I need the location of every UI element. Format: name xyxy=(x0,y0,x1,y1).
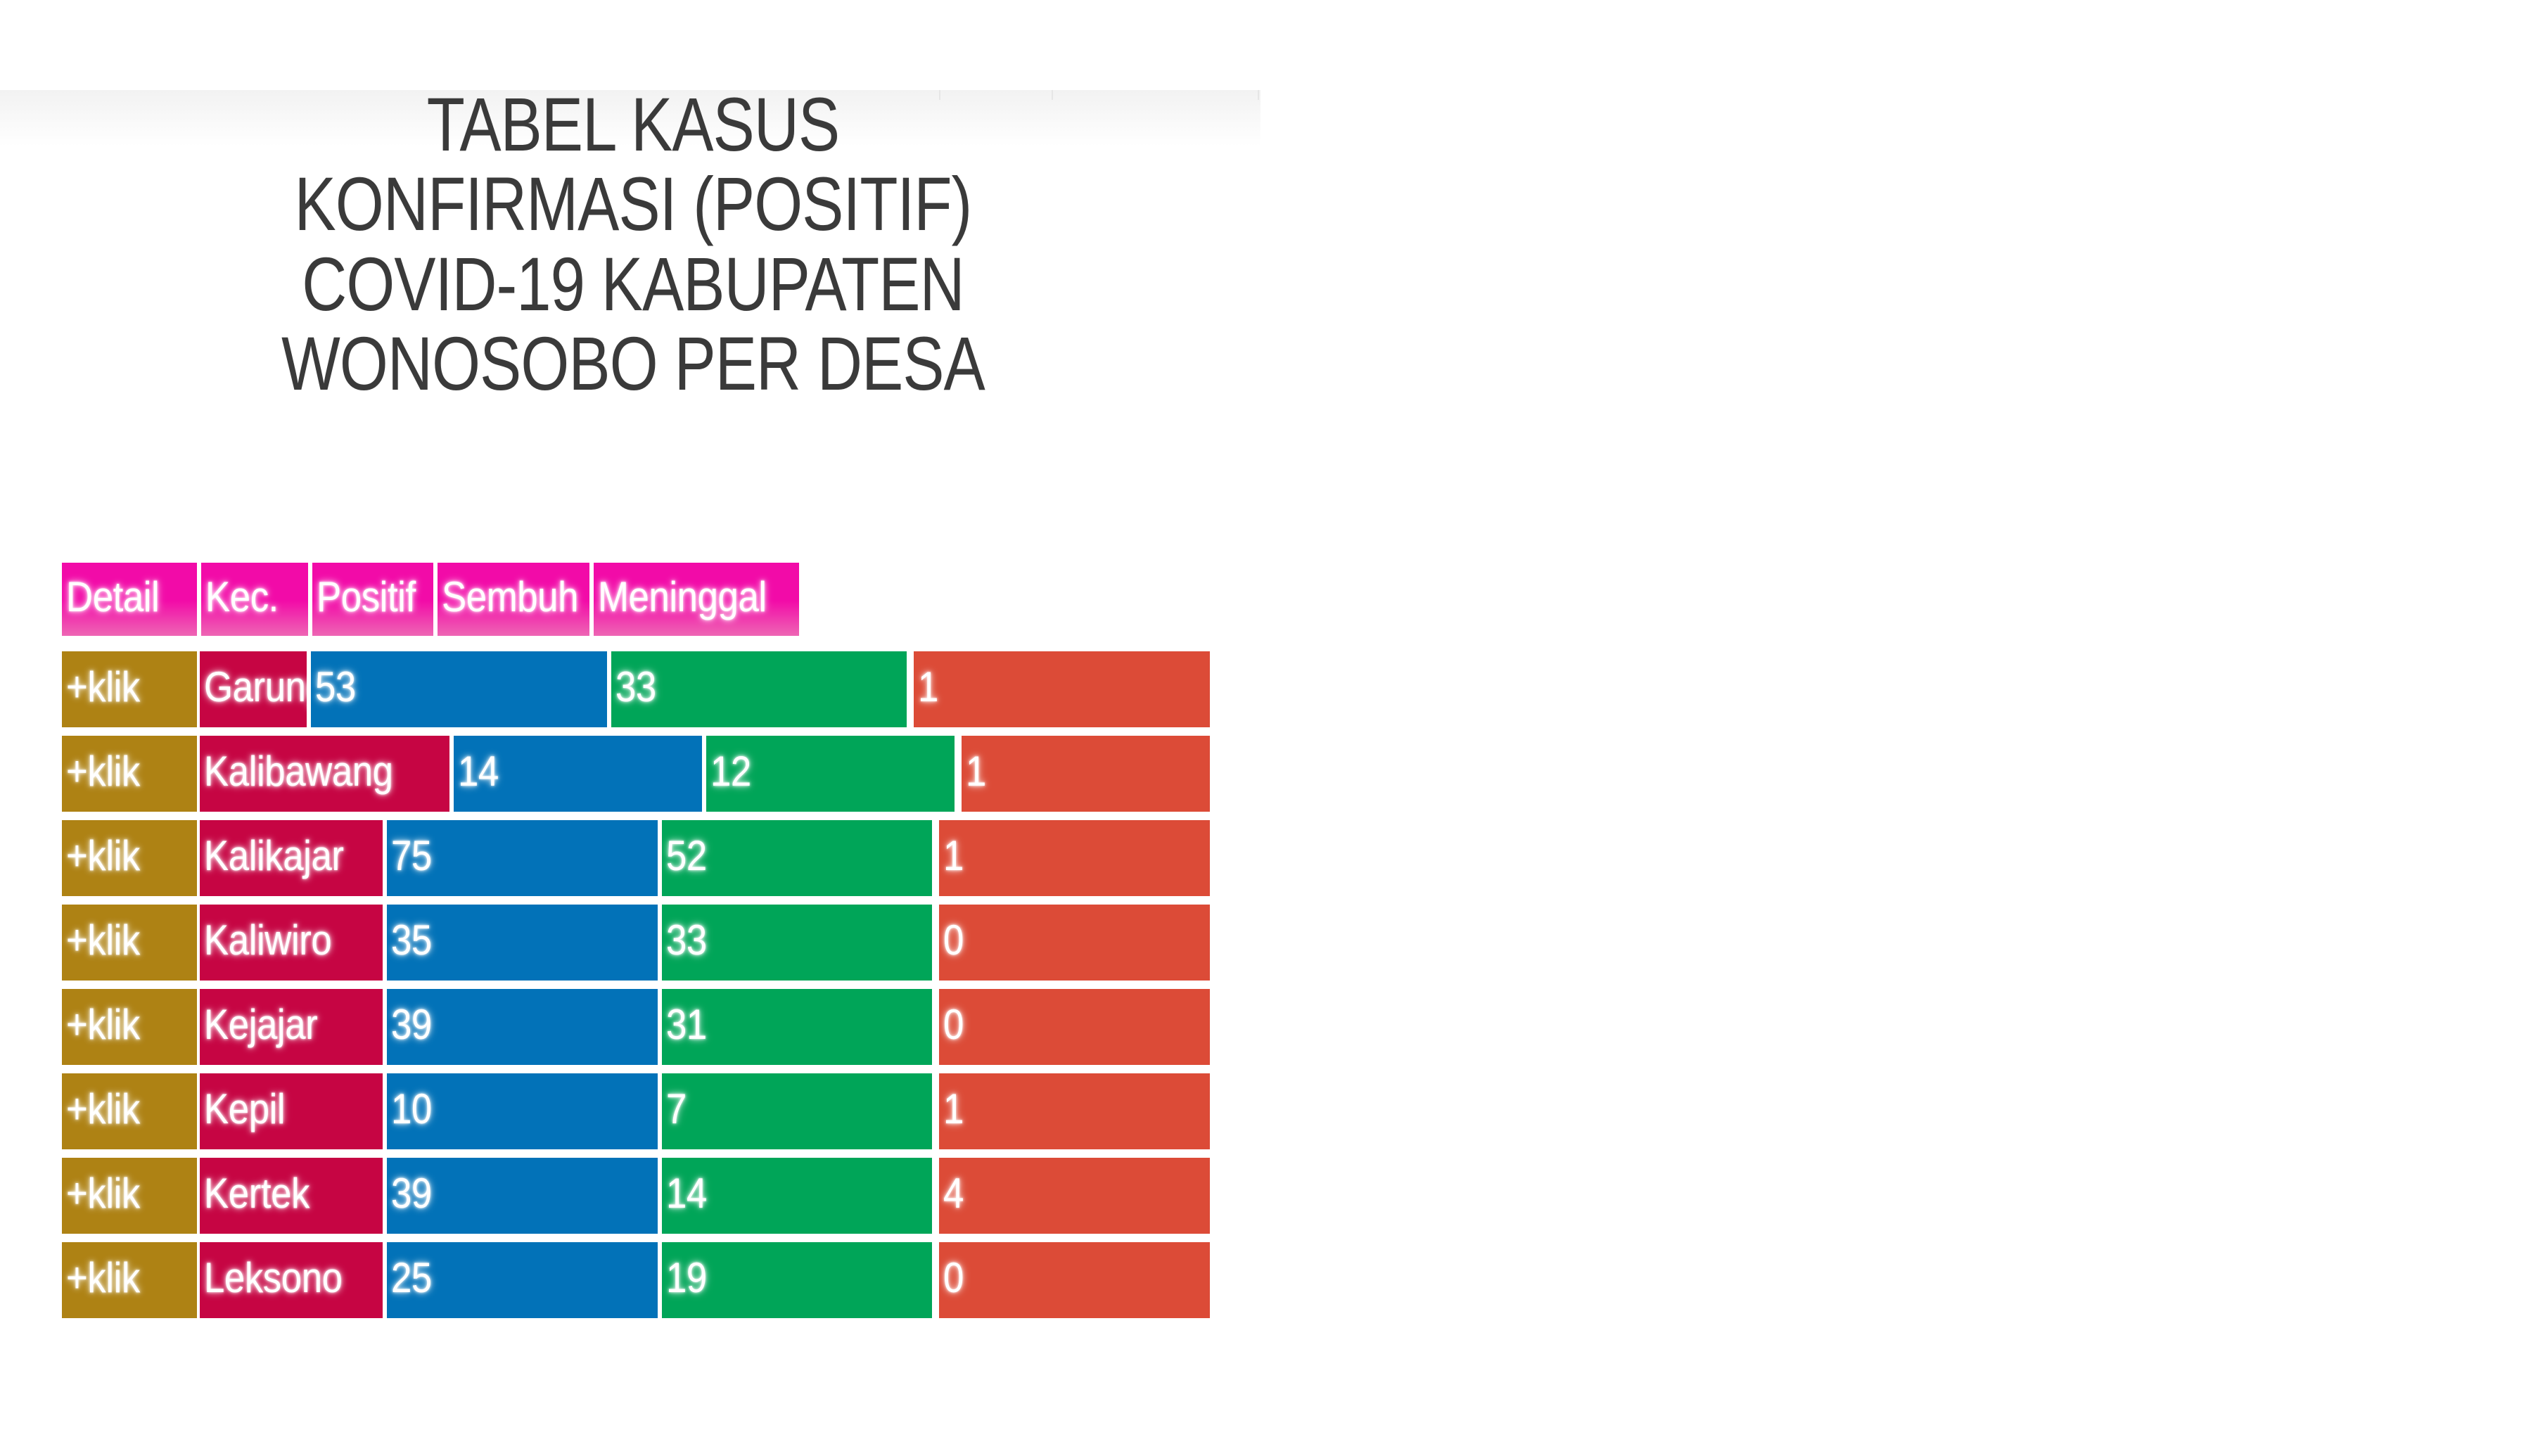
table-row: +klik Kertek 39 14 4 xyxy=(62,1158,1211,1234)
positif-cell-text: 10 xyxy=(391,1085,432,1132)
detail-cell[interactable]: +klik xyxy=(62,1242,197,1318)
table-row: +klik Kalikajar 75 52 1 xyxy=(62,820,1211,896)
meninggal-cell-text: 4 xyxy=(943,1170,964,1217)
table-panel-right: +klikKaliwiro35330+klikKejajar39310+klik… xyxy=(1308,0,2521,1418)
table-row: +klik Kejajar 39 31 0 xyxy=(62,989,1211,1065)
detail-cell-text: +klik xyxy=(66,1254,140,1301)
sembuh-cell: 7 xyxy=(661,1073,933,1149)
positif-cell-text: 39 xyxy=(391,1001,432,1048)
positif-cell: 25 xyxy=(387,1242,658,1318)
meninggal-cell: 1 xyxy=(914,651,1211,727)
table-header-row: Detail Kec. Positif Sembuh Meninggal xyxy=(62,563,1210,636)
detail-cell[interactable]: +klik xyxy=(62,905,197,981)
positif-cell: 10 xyxy=(387,1073,658,1149)
meninggal-cell: 4 xyxy=(939,1158,1211,1234)
table-row: +klik Kaliwiro 35 33 0 xyxy=(62,905,1211,981)
sembuh-cell-text: 14 xyxy=(665,1170,707,1217)
meninggal-cell: 1 xyxy=(962,736,1210,812)
positif-cell-text: 25 xyxy=(391,1254,432,1301)
detail-cell-text: +klik xyxy=(66,1170,140,1217)
sembuh-cell-text: 33 xyxy=(615,663,656,710)
kecamatan-cell: Kertek xyxy=(200,1158,383,1234)
detail-cell[interactable]: +klik xyxy=(62,1158,197,1234)
kecamatan-cell: Kepil xyxy=(200,1073,383,1149)
sembuh-cell-text: 12 xyxy=(710,748,751,795)
sembuh-cell-text: 31 xyxy=(665,1001,707,1048)
kecamatan-cell-text: Leksono xyxy=(204,1254,343,1301)
meninggal-cell: 1 xyxy=(939,820,1211,896)
meninggal-cell-text: 1 xyxy=(943,832,964,879)
kecamatan-cell: Kalikajar xyxy=(200,820,383,896)
detail-cell-text: +klik xyxy=(66,663,140,710)
meninggal-cell: 0 xyxy=(939,989,1211,1065)
positif-cell-text: 14 xyxy=(458,748,499,795)
detail-cell-text: +klik xyxy=(66,1001,140,1048)
kecamatan-cell: Kalibawang xyxy=(200,736,449,812)
positif-cell: 14 xyxy=(454,736,702,812)
meninggal-cell: 1 xyxy=(939,1073,1211,1149)
kecamatan-cell: Leksono xyxy=(200,1242,383,1318)
sembuh-cell-text: 7 xyxy=(665,1085,687,1132)
table-row: +klik Garung53 33 1 xyxy=(62,651,1211,727)
kecamatan-cell-text: Kertek xyxy=(204,1170,309,1217)
sembuh-cell-text: 33 xyxy=(665,917,707,964)
column-header-detail[interactable]: Detail xyxy=(62,563,197,636)
table-panel-left: TABEL KASUS KONFIRMASI (POSITIF) COVID-1… xyxy=(0,0,1260,1418)
meninggal-cell: 0 xyxy=(939,1242,1211,1318)
positif-cell-text: 53 xyxy=(315,663,356,710)
kecamatan-cell-text: Kalikajar xyxy=(204,832,344,879)
positif-cell: 75 xyxy=(387,820,658,896)
table-row: +klik Kepil 10 7 1 xyxy=(62,1073,1211,1149)
detail-cell[interactable]: +klik xyxy=(62,820,197,896)
sembuh-cell: 19 xyxy=(661,1242,933,1318)
kecamatan-cell: Kejajar xyxy=(200,989,383,1065)
meninggal-cell: 0 xyxy=(939,905,1211,981)
kecamatan-cell: Kaliwiro xyxy=(200,905,383,981)
detail-cell[interactable]: +klik xyxy=(62,651,197,727)
sembuh-cell: 12 xyxy=(706,736,955,812)
kecamatan-cell-text: Kepil xyxy=(204,1085,286,1132)
meninggal-cell-text: 0 xyxy=(943,1001,964,1048)
meninggal-cell-text: 1 xyxy=(966,748,986,795)
kecamatan-cell-text: Garung xyxy=(204,663,307,710)
meninggal-cell-text: 1 xyxy=(943,1085,964,1132)
detail-cell-text: +klik xyxy=(66,748,140,795)
sembuh-cell-text: 19 xyxy=(665,1254,707,1301)
positif-cell: 39 xyxy=(387,1158,658,1234)
cases-table-left: Detail Kec. Positif Sembuh Meninggal +kl… xyxy=(62,563,1211,1327)
sembuh-cell: 14 xyxy=(661,1158,933,1234)
detail-cell-text: +klik xyxy=(66,832,140,879)
kecamatan-cell-text: Kejajar xyxy=(204,1001,318,1048)
sembuh-cell: 33 xyxy=(611,651,907,727)
meninggal-cell-text: 0 xyxy=(943,1254,964,1301)
detail-cell[interactable]: +klik xyxy=(62,989,197,1065)
detail-cell[interactable]: +klik xyxy=(62,1073,197,1149)
column-header-meninggal[interactable]: Meninggal xyxy=(594,563,800,636)
detail-cell[interactable]: +klik xyxy=(62,736,197,812)
meninggal-cell-text: 1 xyxy=(918,663,939,710)
sembuh-cell-text: 52 xyxy=(665,832,707,879)
column-header-positif[interactable]: Positif xyxy=(312,563,433,636)
positif-cell: 35 xyxy=(387,905,658,981)
kecamatan-cell-text: Kalibawang xyxy=(204,748,393,795)
detail-cell-text: +klik xyxy=(66,1085,140,1132)
positif-cell: 53 xyxy=(311,651,607,727)
sembuh-cell: 33 xyxy=(661,905,933,981)
sembuh-cell: 31 xyxy=(661,989,933,1065)
kecamatan-cell: Garung xyxy=(200,651,307,727)
sembuh-cell: 52 xyxy=(661,820,933,896)
positif-cell-text: 39 xyxy=(391,1170,432,1217)
positif-cell: 39 xyxy=(387,989,658,1065)
column-header-kecamatan[interactable]: Kec. xyxy=(201,563,308,636)
positif-cell-text: 75 xyxy=(391,832,432,879)
page-title: TABEL KASUS KONFIRMASI (POSITIF) COVID-1… xyxy=(281,82,985,407)
kecamatan-cell-text: Kaliwiro xyxy=(204,917,332,964)
column-header-sembuh[interactable]: Sembuh xyxy=(438,563,589,636)
table-row: +klik Kalibawang 14 12 1 xyxy=(62,736,1210,812)
meninggal-cell-text: 0 xyxy=(943,917,964,964)
table-row: +klik Leksono 25 19 0 xyxy=(62,1242,1211,1318)
detail-cell-text: +klik xyxy=(66,917,140,964)
positif-cell-text: 35 xyxy=(391,917,432,964)
table-body-left: +klikGarung53331+klikKalibawang14121+kli… xyxy=(62,651,1211,1318)
